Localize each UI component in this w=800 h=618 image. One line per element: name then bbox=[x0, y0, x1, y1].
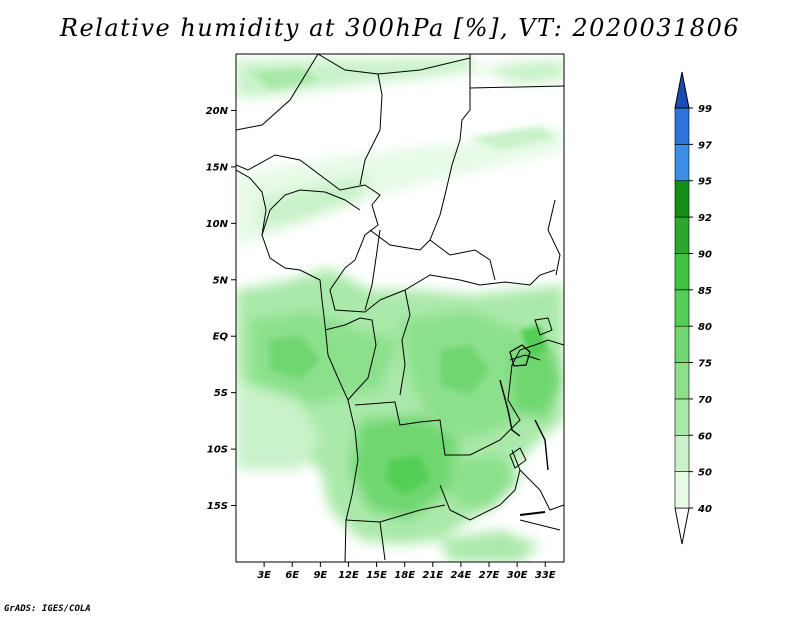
colorbar-label: 99 bbox=[698, 104, 712, 115]
colorbar-label: 97 bbox=[698, 140, 712, 151]
latitude-axis: 20N 15N 10N 5N EQ 5S 10S 15S bbox=[206, 106, 236, 512]
map-title: Relative humidity at 300hPa [%], VT: 202… bbox=[59, 14, 741, 42]
software-credit: GrADS: IGES/COLA bbox=[4, 604, 91, 614]
colorbar-segment bbox=[674, 216, 690, 254]
humidity-field bbox=[236, 54, 564, 562]
lat-tick-label: 10N bbox=[206, 219, 229, 230]
colorbar-segment bbox=[674, 253, 690, 291]
longitude-axis: 3E 6E 9E 12E 15E 18E 21E 24E 27E 30E 33E bbox=[257, 562, 556, 581]
lon-tick-label: 30E bbox=[507, 570, 528, 581]
colorbar-label: 75 bbox=[698, 359, 712, 370]
colorbar: 40 50 60 70 75 80 85 90 92 95 97 99 bbox=[674, 71, 712, 545]
lat-tick-label: EQ bbox=[213, 332, 229, 343]
colorbar-label: 95 bbox=[698, 177, 712, 188]
lat-tick-label: 5N bbox=[213, 275, 229, 286]
map-frame bbox=[235, 53, 565, 563]
lon-tick-label: 21E bbox=[422, 570, 443, 581]
colorbar-label: 80 bbox=[698, 322, 712, 333]
colorbar-segment bbox=[674, 434, 690, 472]
colorbar-segment bbox=[674, 180, 690, 218]
lon-tick-label: 27E bbox=[479, 570, 500, 581]
lon-tick-label: 12E bbox=[338, 570, 359, 581]
lon-tick-label: 9E bbox=[313, 570, 327, 581]
colorbar-segment bbox=[674, 144, 690, 182]
lon-tick-label: 15E bbox=[366, 570, 387, 581]
lon-tick-label: 24E bbox=[451, 570, 472, 581]
colorbar-below-arrow bbox=[674, 507, 690, 545]
colorbar-label: 90 bbox=[698, 249, 712, 260]
colorbar-segment bbox=[674, 362, 690, 400]
colorbar-label: 50 bbox=[698, 468, 712, 479]
lon-tick-label: 3E bbox=[257, 570, 271, 581]
colorbar-label: 85 bbox=[698, 286, 712, 297]
colorbar-above-arrow bbox=[674, 71, 690, 109]
lon-tick-label: 33E bbox=[535, 570, 556, 581]
lat-tick-label: 15N bbox=[206, 162, 229, 173]
lat-tick-label: 20N bbox=[206, 106, 229, 117]
colorbar-label: 40 bbox=[697, 504, 712, 515]
colorbar-segment bbox=[674, 325, 690, 363]
country-borders bbox=[236, 54, 564, 562]
lat-tick-label: 15S bbox=[207, 501, 228, 512]
lon-tick-label: 18E bbox=[394, 570, 415, 581]
lat-tick-label: 5S bbox=[214, 388, 228, 399]
colorbar-label: 70 bbox=[698, 395, 712, 406]
colorbar-segment bbox=[674, 107, 690, 145]
lon-tick-label: 6E bbox=[285, 570, 299, 581]
colorbar-label: 60 bbox=[698, 431, 712, 442]
humidity-region-sahel bbox=[236, 128, 564, 245]
lat-tick-label: 10S bbox=[207, 445, 228, 456]
colorbar-label: 92 bbox=[698, 213, 712, 224]
colorbar-segment bbox=[674, 471, 690, 509]
colorbar-segment bbox=[674, 289, 690, 327]
colorbar-segment bbox=[674, 398, 690, 436]
